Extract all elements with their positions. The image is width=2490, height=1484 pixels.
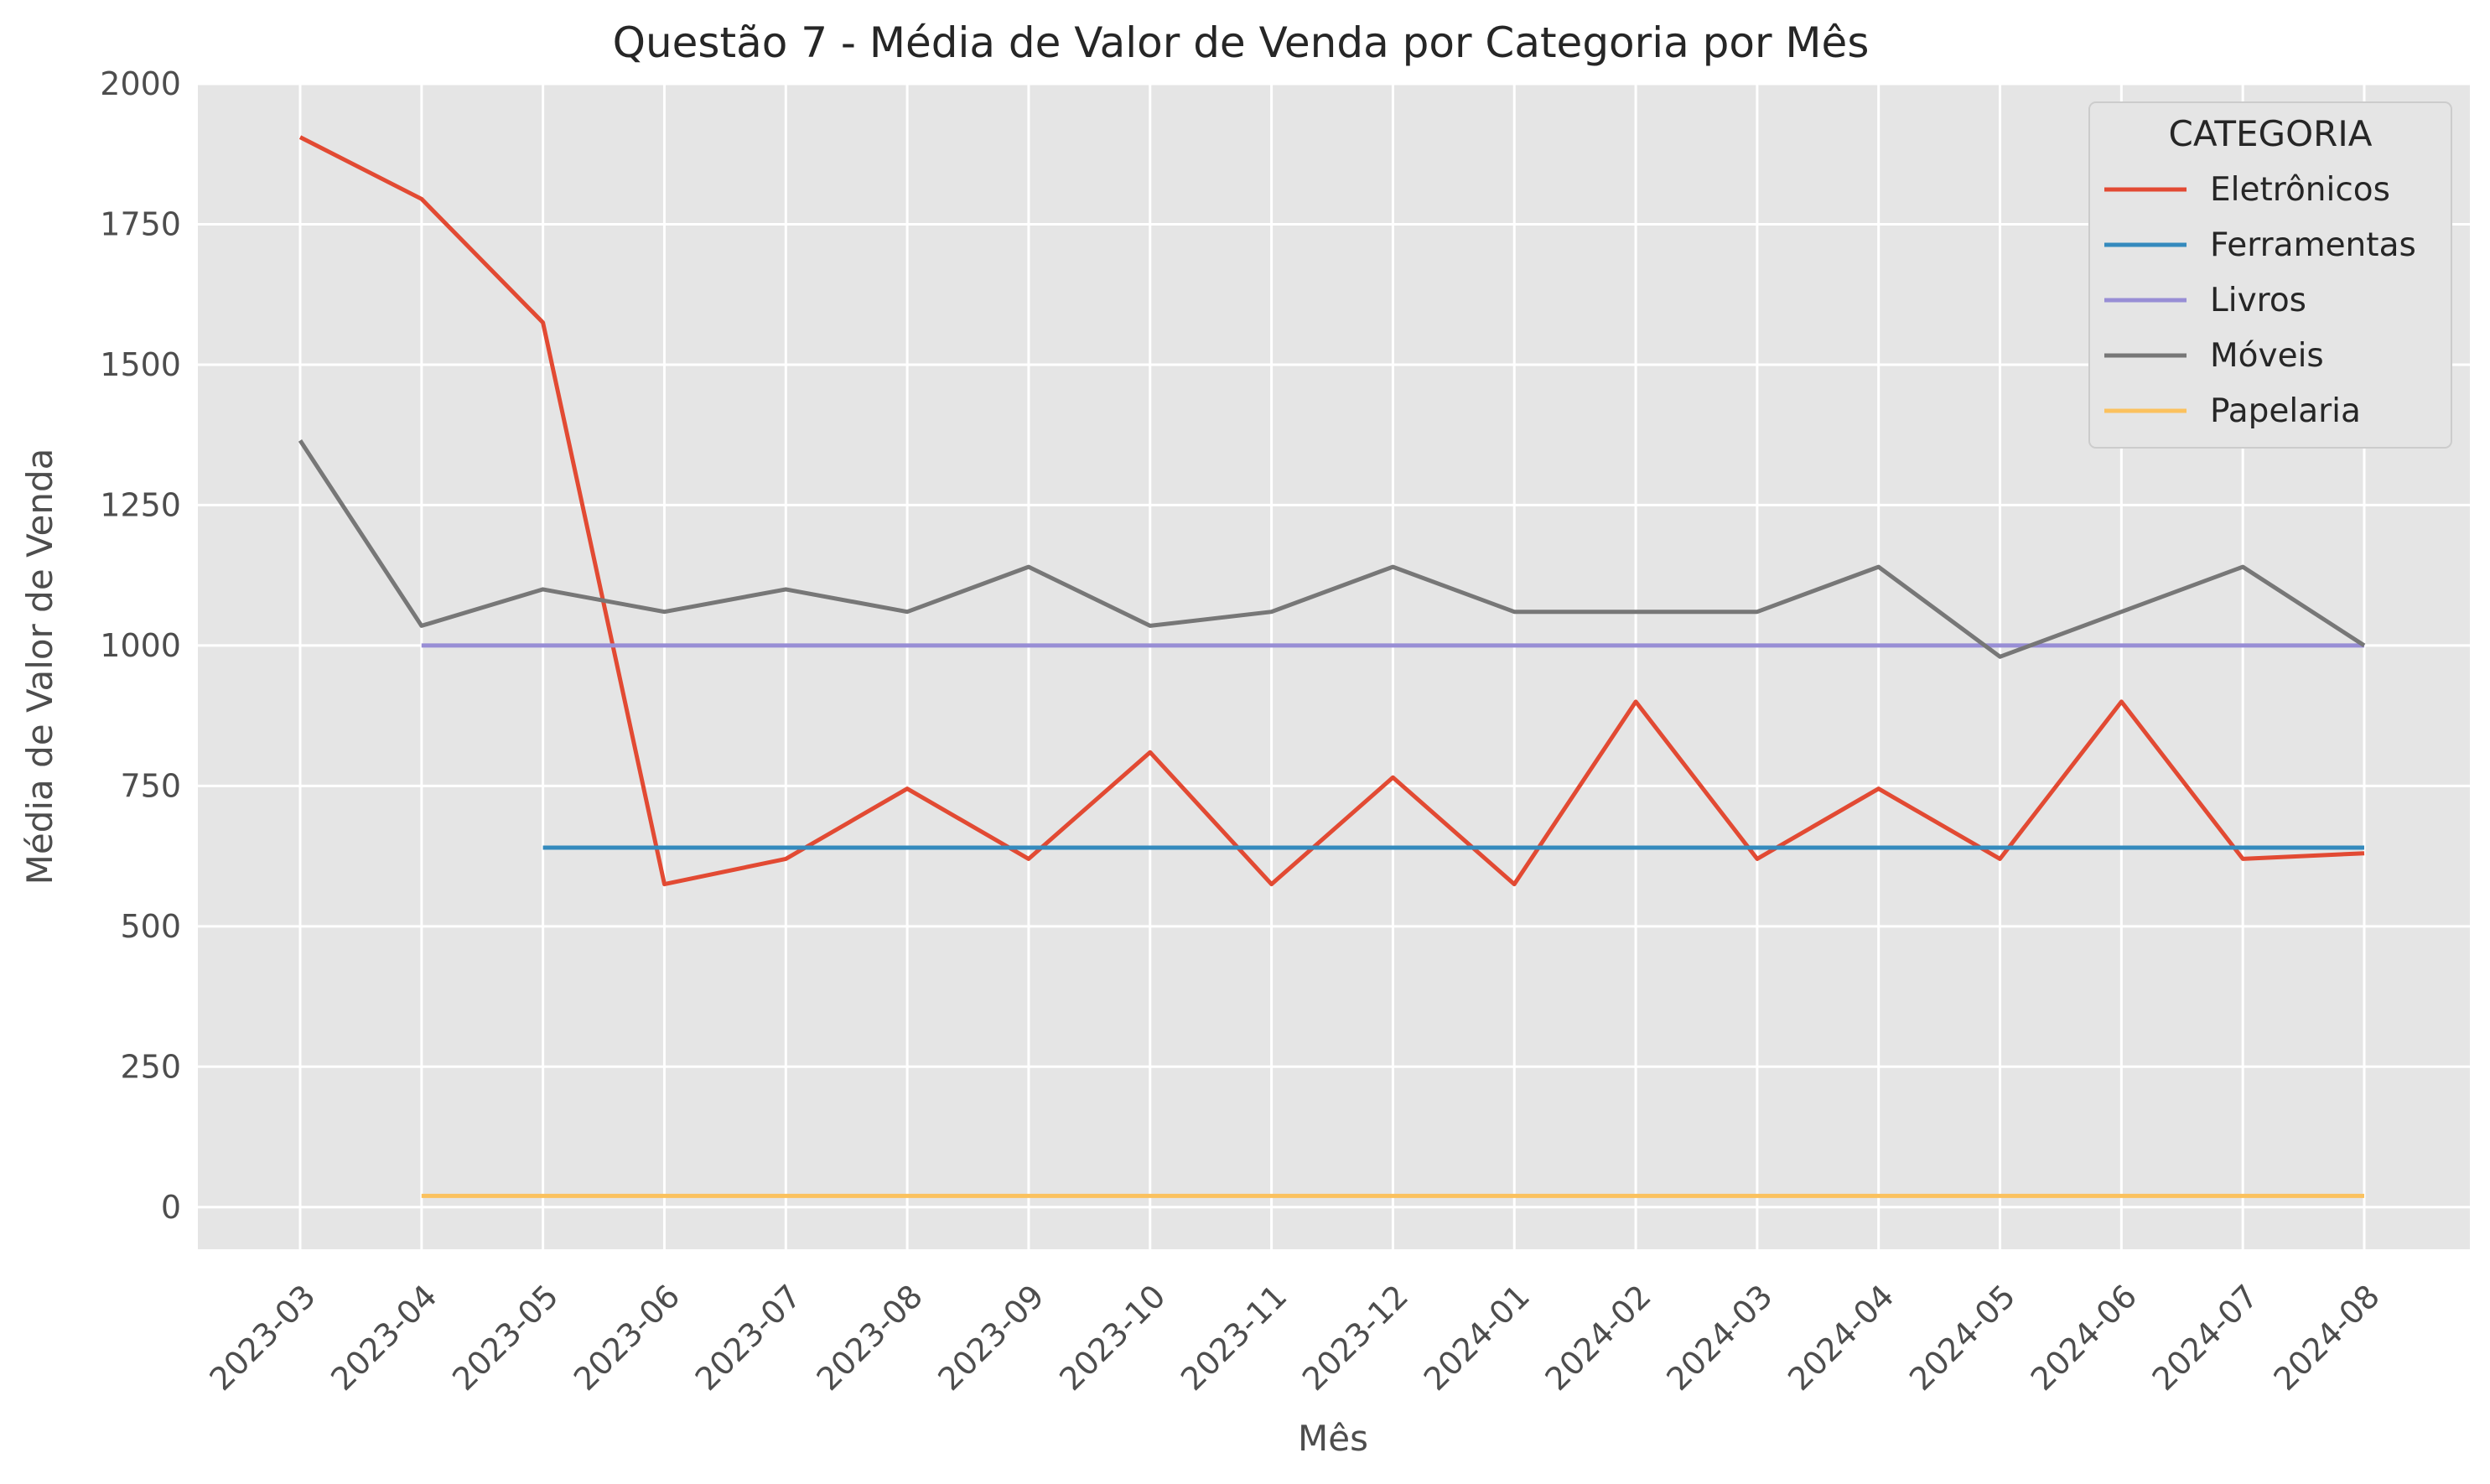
x-tick-label: 2024-04 — [1781, 1278, 1901, 1398]
y-tick-label: 1000 — [100, 627, 181, 664]
legend-entry: Ferramentas — [2210, 226, 2416, 264]
x-tick-label: 2023-10 — [1052, 1278, 1172, 1398]
x-tick-label: 2023-07 — [688, 1278, 808, 1398]
x-axis-label: Mês — [1298, 1418, 1368, 1459]
x-tick-label: 2024-07 — [2145, 1278, 2265, 1398]
x-tick-label: 2023-04 — [324, 1278, 444, 1398]
x-tick-label: 2023-11 — [1174, 1278, 1294, 1398]
legend-title: CATEGORIA — [2169, 113, 2373, 154]
x-tick-label: 2024-05 — [1902, 1278, 2022, 1398]
y-tick-label: 500 — [120, 908, 181, 945]
y-tick-label: 2000 — [100, 65, 181, 102]
x-tick-label: 2023-05 — [445, 1278, 565, 1398]
x-tick-label: 2024-01 — [1417, 1278, 1537, 1398]
x-tick-label: 2023-06 — [567, 1278, 687, 1398]
legend-entry: Papelaria — [2210, 392, 2361, 430]
x-axis-ticks: 2023-03 2023-04 2023-05 2023-06 2023-07 2023-… — [202, 1278, 2386, 1398]
x-tick-label: 2024-02 — [1538, 1278, 1658, 1398]
x-tick-label: 2023-03 — [202, 1278, 322, 1398]
y-tick-label: 1500 — [100, 346, 181, 383]
y-tick-label: 750 — [120, 767, 181, 804]
y-tick-label: 1250 — [100, 486, 181, 523]
y-tick-label: 0 — [161, 1189, 181, 1226]
x-tick-label: 2023-12 — [1295, 1278, 1415, 1398]
chart-title: Questão 7 - Média de Valor de Venda por … — [613, 18, 1870, 67]
x-tick-label: 2024-03 — [1659, 1278, 1779, 1398]
x-tick-label: 2024-06 — [2024, 1278, 2144, 1398]
legend-entry: Móveis — [2210, 337, 2324, 375]
x-tick-label: 2023-08 — [810, 1278, 930, 1398]
y-axis-ticks: 0 250 500 750 1000 1250 1500 1750 2000 — [100, 65, 181, 1226]
y-tick-label: 1750 — [100, 205, 181, 242]
legend-entry: Eletrônicos — [2210, 171, 2390, 209]
y-axis-label: Média de Valor de Venda — [19, 449, 60, 885]
y-tick-label: 250 — [120, 1048, 181, 1085]
x-tick-label: 2023-09 — [931, 1278, 1050, 1398]
legend-entry: Livros — [2210, 282, 2306, 319]
legend: CATEGORIA Eletrônicos Ferramentas Livros Móv… — [2089, 102, 2451, 448]
x-tick-label: 2024-08 — [2266, 1278, 2386, 1398]
